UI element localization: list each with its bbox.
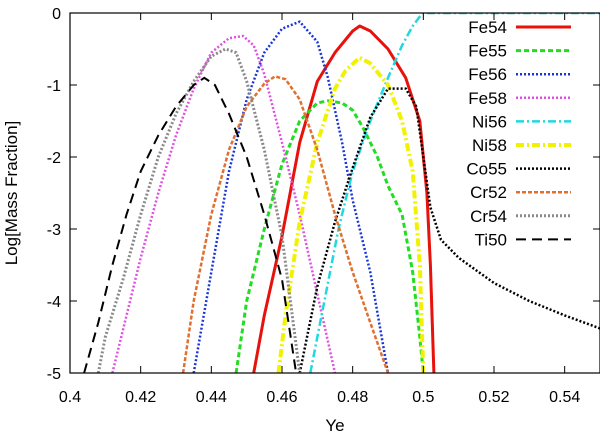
ticks-layer: 0.4 0.42 0.44 0.46 0.48 0.5 0.52 0.54 -5 -4 -3 -2 -1… [47,6,600,406]
y-axis-title: Log[Mass Fraction] [2,121,21,266]
legend-label-fe54: Fe54 [468,18,507,37]
legend-label-ti50: Ti50 [475,230,507,249]
y-tick-label: -1 [47,78,61,95]
series-line-fe55 [234,99,425,373]
series-layer [83,13,600,373]
y-tick-label: -4 [47,294,61,311]
legend-label-ni58: Ni58 [472,136,507,155]
series-line-cr54 [96,47,302,373]
y-tick-label: -2 [47,150,61,167]
legend-label-cr54: Cr54 [470,207,507,226]
x-tick-label: 0.46 [266,389,297,406]
legend-label-fe55: Fe55 [468,42,507,61]
plot-frame [69,12,600,374]
series-line-ni58 [276,55,426,373]
series-line-fe58 [111,34,337,373]
x-tick-label: 0.52 [478,389,509,406]
x-tick-label: 0.48 [337,389,368,406]
x-tick-label: 0.44 [196,389,227,406]
legend-label-co55: Co55 [466,160,507,179]
x-tick-label: 0.54 [549,389,580,406]
legend-label-ni56: Ni56 [472,112,507,131]
x-tick-label: 0.5 [412,389,434,406]
y-tick-label: -5 [47,366,61,383]
x-tick-label: 0.42 [125,389,156,406]
legend-label-cr52: Cr52 [470,183,507,202]
series-line-ti50 [83,76,298,373]
y-tick-label: -3 [47,222,61,239]
legend-label-fe58: Fe58 [468,89,507,108]
x-axis-title: Ye [325,416,344,435]
legend: Fe54 Fe55 Fe56 Fe58 Ni56 Ni58 Co55 Cr52 Cr54 Ti50 [466,18,571,249]
legend-label-fe56: Fe56 [468,65,507,84]
series-line-cr52 [181,75,390,373]
y-tick-label: 0 [52,6,61,23]
series-line-fe56 [192,20,390,373]
x-tick-label: 0.4 [59,389,81,406]
